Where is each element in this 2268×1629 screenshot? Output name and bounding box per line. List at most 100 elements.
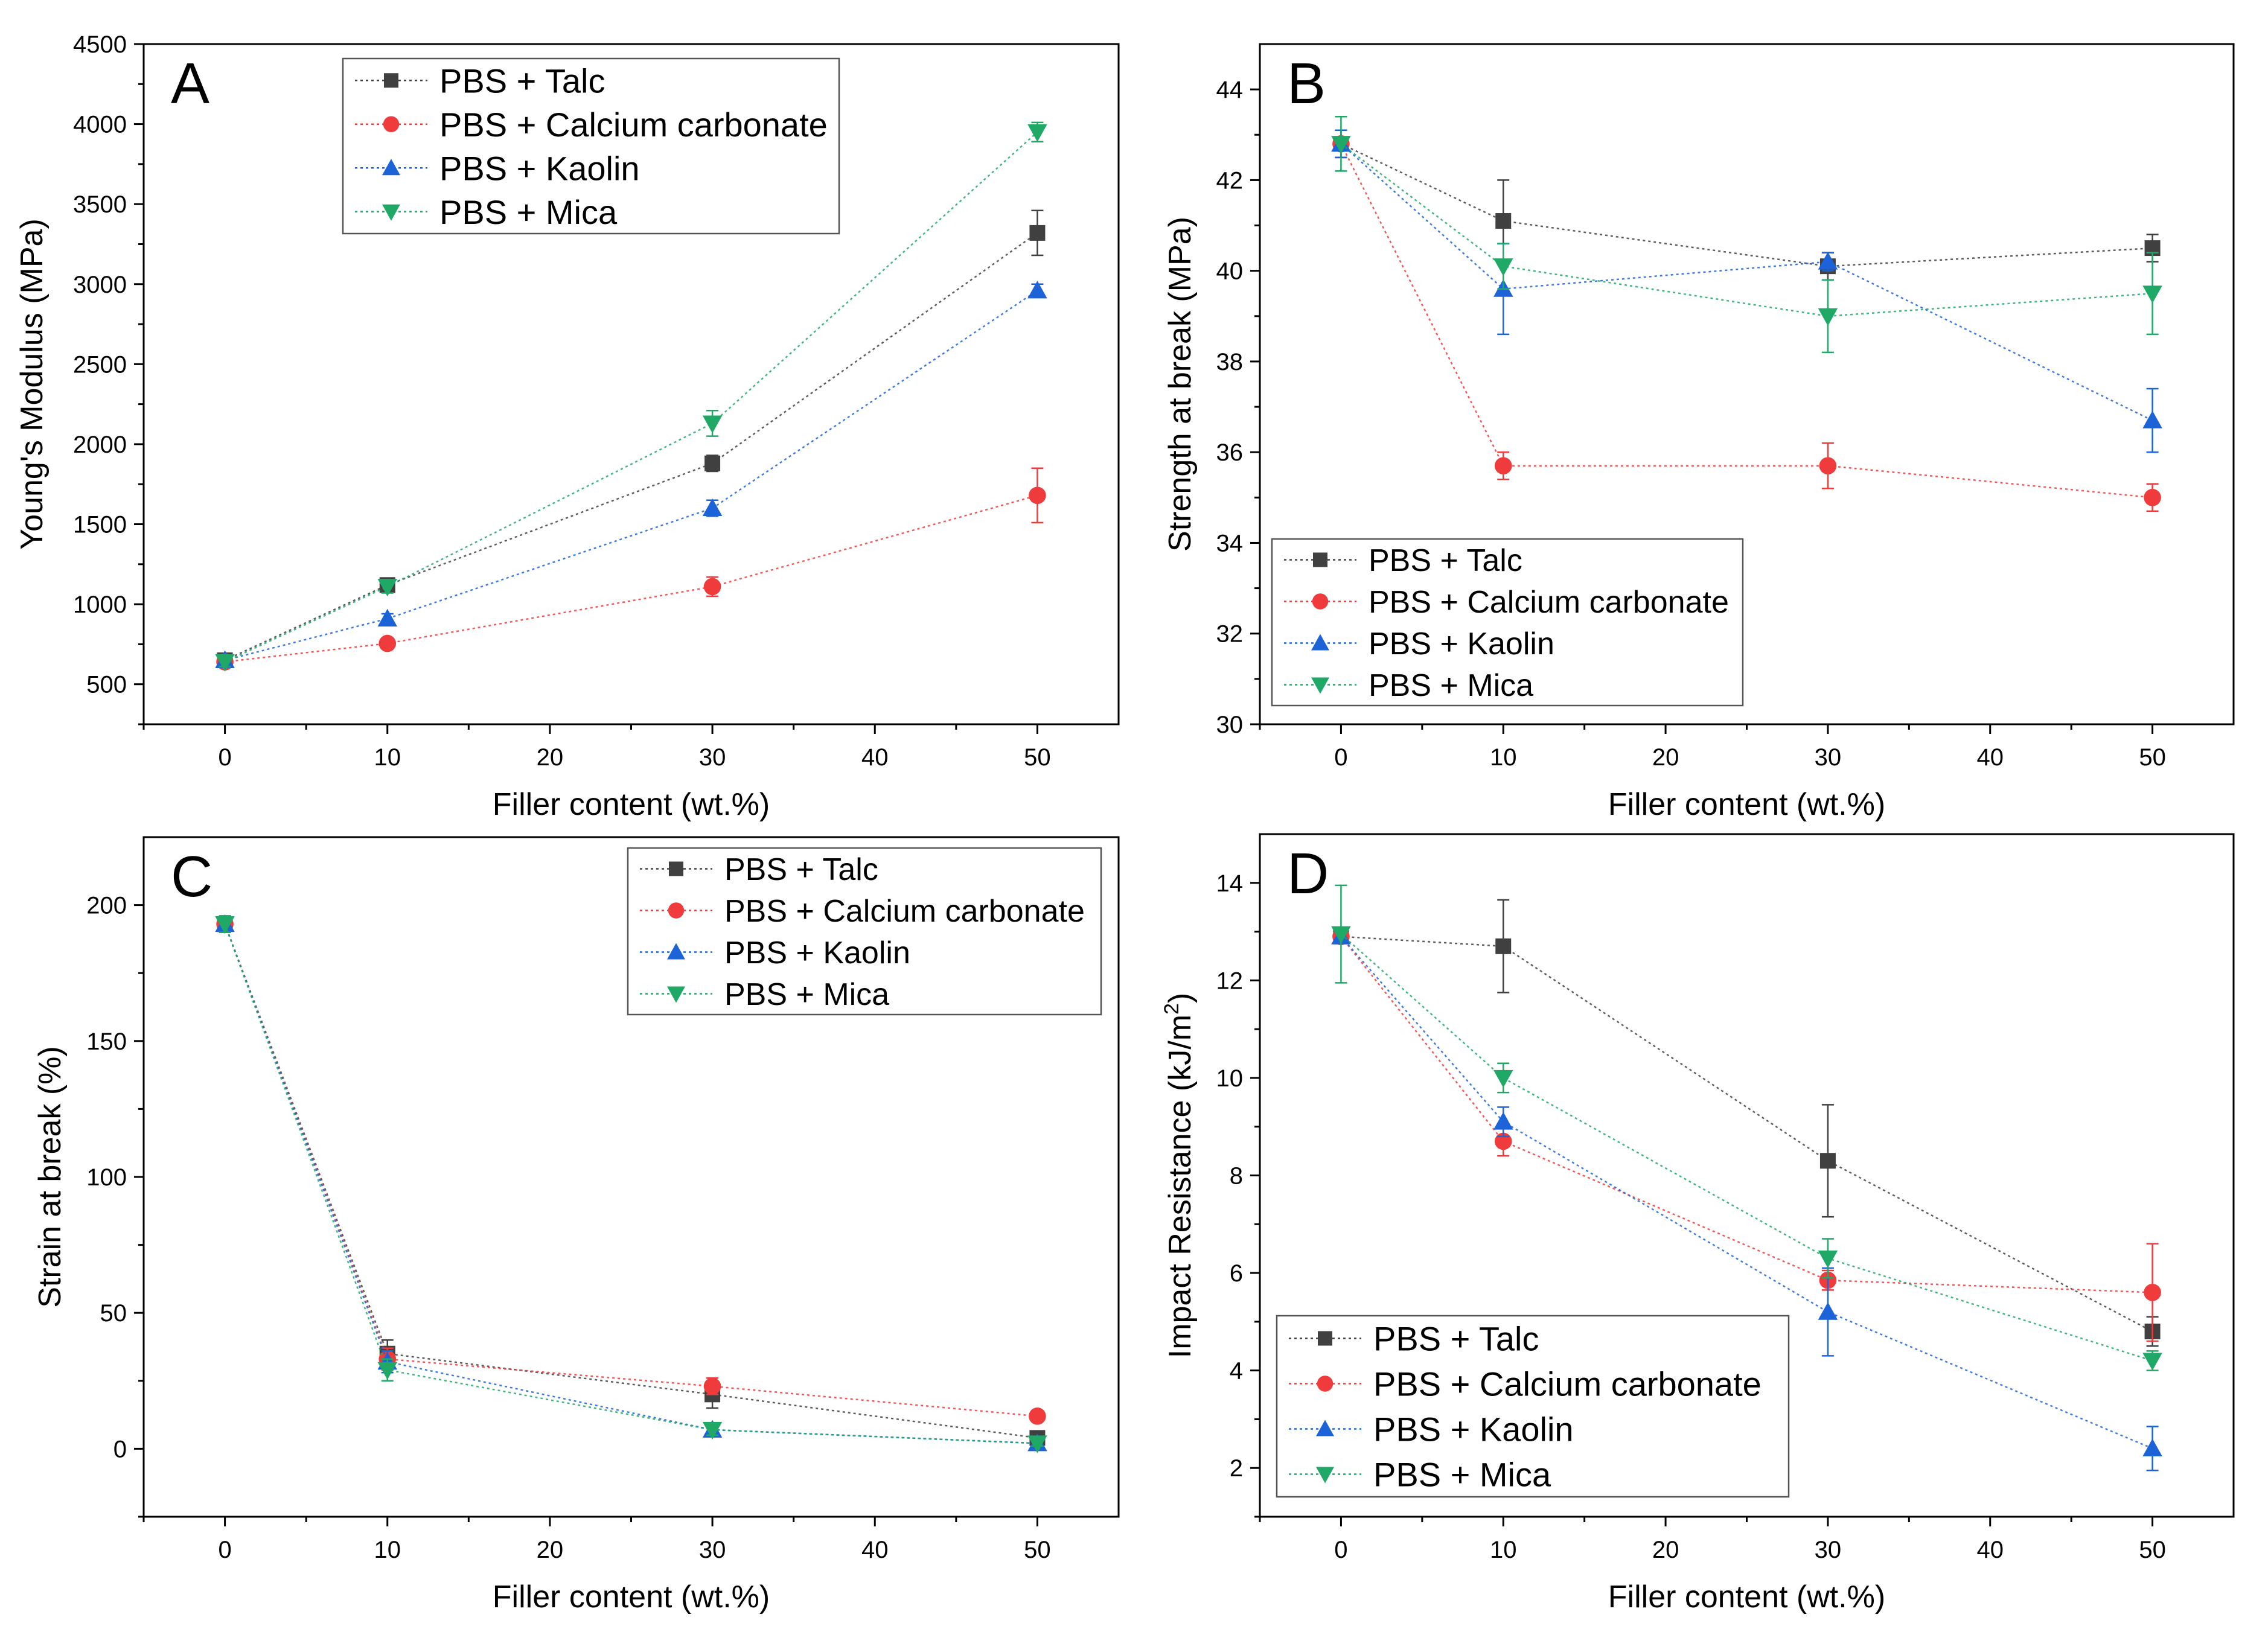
data-point (1029, 225, 1046, 241)
legend-label: PBS + Kaolin (439, 149, 640, 187)
legend-marker (1316, 1420, 1334, 1436)
x-tick-label: 50 (1024, 744, 1051, 771)
y-tick-label: 150 (86, 1028, 127, 1055)
y-axis-title: Strength at break (MPa) (1163, 217, 1198, 552)
legend: PBS + Talc PBS + Calcium carbonate PBS + K… (342, 57, 840, 235)
data-point (2142, 285, 2162, 304)
panel-label: A (171, 51, 209, 116)
data-point (702, 415, 723, 433)
series-kaolin (1331, 129, 2162, 453)
y-axis: 0 50 100 150 200 (86, 893, 144, 1518)
legend-label: PBS + Calcium carbonate (1369, 585, 1729, 620)
data-point (2144, 489, 2161, 506)
legend-label: PBS + Talc (439, 62, 605, 100)
y-axis-title-superscript: 2 (1160, 1003, 1183, 1015)
legend: PBS + Talc PBS + Calcium carbonate PBS + K… (627, 847, 1102, 1016)
legend-item-talc: PBS + Talc (355, 62, 605, 100)
data-point (2142, 1438, 2162, 1456)
legend-label: PBS + Kaolin (1373, 1411, 1574, 1449)
y-tick-label: 42 (1216, 167, 1244, 194)
legend-label: PBS + Calcium carbonate (1373, 1365, 1762, 1403)
y-axis: 500 1000 1500 2000 2500 3000 3500 4000 4500 (73, 31, 144, 725)
chart-a: 0 10 20 30 40 50 500 1000 1500 2000 2500 3000 3500 40… (14, 31, 1120, 822)
y-tick-label: 36 (1216, 439, 1244, 466)
legend-marker (1311, 634, 1329, 651)
legend-box (627, 847, 1102, 1016)
x-tick-label: 50 (1024, 1537, 1051, 1563)
data-point (1493, 1070, 1513, 1088)
legend: PBS + Talc PBS + Calcium carbonate PBS + K… (1271, 538, 1744, 707)
x-tick-label: 30 (699, 744, 726, 771)
x-tick-label: 10 (374, 1537, 401, 1563)
data-point (1331, 136, 1351, 154)
series-kaolin (215, 281, 1047, 668)
y-tick-label: 3000 (73, 272, 127, 298)
y-axis-title: Strain at break (%) (33, 1046, 68, 1308)
legend-item-mica: PBS + Mica (1284, 668, 1533, 703)
legend-marker (1313, 552, 1327, 567)
legend-box (1276, 1315, 1790, 1498)
legend-label: PBS + Kaolin (724, 936, 910, 971)
series-line (225, 290, 1038, 661)
series-line (1340, 933, 2153, 1362)
y-tick-label: 1500 (73, 512, 127, 538)
series-line (1340, 143, 2153, 421)
data-point (379, 634, 397, 652)
x-axis: 0 10 20 30 40 50 (1259, 1517, 2166, 1563)
series-calcium (1332, 928, 2161, 1342)
series-kaolin (1331, 926, 2162, 1471)
data-point (1495, 938, 1512, 954)
y-tick-label: 4000 (73, 112, 127, 138)
series-line (1340, 143, 2153, 317)
y-tick-label: 38 (1216, 349, 1244, 375)
legend-item-kaolin: PBS + Kaolin (1284, 626, 1554, 661)
x-axis: 0 10 20 30 40 50 (142, 1517, 1051, 1563)
legend-marker (667, 943, 685, 960)
data-point (1029, 486, 1046, 505)
data-point (1819, 457, 1837, 475)
y-tick-label: 14 (1216, 870, 1244, 897)
x-tick-label: 10 (1490, 1537, 1517, 1563)
legend-item-calcium: PBS + Calcium carbonate (1284, 585, 1729, 620)
chart-c: 0 10 20 30 40 50 0 50 100 150 200 Filler content (w… (33, 836, 1120, 1615)
data-point (2142, 410, 2162, 429)
y-tick-label: 12 (1216, 968, 1244, 994)
data-point (704, 455, 721, 471)
legend-item-talc: PBS + Talc (1284, 543, 1522, 578)
panel-label: D (1287, 841, 1329, 906)
legend-marker (1311, 677, 1329, 694)
x-tick-label: 50 (2139, 744, 2166, 771)
series-mica (215, 915, 1047, 1453)
legend-marker (1318, 1331, 1332, 1346)
y-axis-title-main: Impact Resistance (kJ/m (1163, 1015, 1198, 1358)
legend-item-mica: PBS + Mica (640, 977, 889, 1012)
legend-marker (1317, 1376, 1334, 1392)
y-tick-label: 34 (1216, 530, 1244, 556)
data-point (2144, 1284, 2161, 1301)
series-line (1340, 936, 2153, 1293)
data-point (1027, 124, 1047, 142)
legend-item-calcium: PBS + Calcium carbonate (355, 106, 828, 144)
y-axis-title: Young's Modulus (MPa) (14, 218, 50, 550)
data-point (1819, 1153, 1836, 1169)
data-point (1029, 1407, 1046, 1425)
legend-label: PBS + Mica (1369, 668, 1533, 703)
x-axis-title: Filler content (wt.%) (493, 787, 770, 822)
series-mica (215, 121, 1047, 672)
data-point (1818, 308, 1838, 327)
legend-marker (382, 204, 400, 221)
x-tick-label: 20 (1652, 1537, 1679, 1563)
x-tick-label: 40 (861, 1537, 889, 1563)
y-axis-title: Impact Resistance (kJ/m2) (1160, 993, 1198, 1359)
y-tick-label: 2000 (73, 432, 127, 458)
x-tick-label: 20 (1652, 744, 1679, 771)
legend-marker (384, 73, 398, 88)
y-axis-title-end: ) (1163, 993, 1198, 1003)
legend-item-mica: PBS + Mica (1289, 1456, 1551, 1494)
y-tick-label: 44 (1216, 77, 1244, 103)
series-calcium (1332, 129, 2161, 512)
x-axis-title: Filler content (wt.%) (1608, 787, 1885, 822)
legend-marker (1316, 1467, 1334, 1484)
x-axis-title: Filler content (wt.%) (493, 1580, 770, 1615)
x-tick-label: 0 (1334, 744, 1347, 771)
